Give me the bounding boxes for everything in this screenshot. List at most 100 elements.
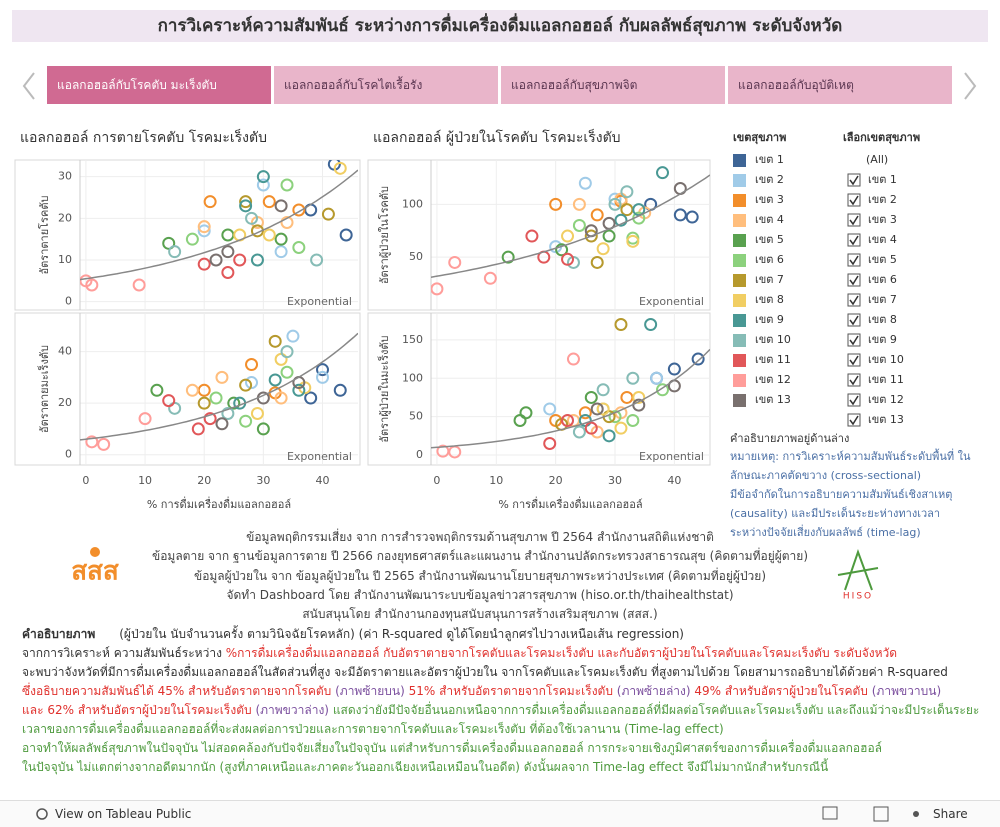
checkbox[interactable] xyxy=(847,173,861,187)
filter-item[interactable]: เขต 1 xyxy=(868,173,897,186)
filter-item[interactable]: เขต 11 xyxy=(868,373,904,386)
note-title: คำอธิบายภาพ xyxy=(22,627,96,641)
legend-title: เขตสุขภาพ xyxy=(733,131,786,145)
check-mark xyxy=(849,175,859,186)
point xyxy=(590,255,604,269)
legend-label: เขต 10 xyxy=(755,333,791,346)
note-segment: (ภาพซ้ายล่าง) xyxy=(612,684,695,698)
filter-item[interactable]: เขต 7 xyxy=(868,293,897,306)
trend-line[interactable] xyxy=(80,169,358,281)
trend-line[interactable] xyxy=(431,348,710,449)
point xyxy=(304,391,318,405)
point xyxy=(626,234,640,248)
point xyxy=(572,197,586,211)
check-mark xyxy=(849,335,859,346)
legend-swatch xyxy=(733,214,746,227)
point xyxy=(233,253,247,267)
x-axis-title: % การดื่มเครื่องดื่มแอลกอฮอล์ xyxy=(147,496,291,511)
point xyxy=(673,208,687,222)
legend-swatch xyxy=(733,334,746,347)
point xyxy=(448,255,462,269)
point xyxy=(614,213,628,227)
next-arrow[interactable] xyxy=(964,72,977,100)
point xyxy=(584,421,598,435)
point xyxy=(650,371,664,385)
share-button[interactable]: Share xyxy=(933,807,968,821)
point xyxy=(185,232,199,246)
tab[interactable]: แอลกอฮอล์กับสุขภาพจิต xyxy=(501,66,725,104)
checkbox[interactable] xyxy=(847,413,861,427)
checkbox[interactable] xyxy=(847,333,861,347)
filter-item[interactable]: เขต 13 xyxy=(868,413,904,426)
checkbox[interactable] xyxy=(847,293,861,307)
filter-item[interactable]: เขต 3 xyxy=(868,213,897,226)
point xyxy=(197,224,211,238)
x-tick-label: 10 xyxy=(489,474,503,487)
checkbox[interactable] xyxy=(847,313,861,327)
check-mark xyxy=(849,415,859,426)
filter-item[interactable]: เขต 6 xyxy=(868,273,897,286)
legend-swatch xyxy=(733,394,746,407)
filter-item[interactable]: เขต 9 xyxy=(868,333,897,346)
trend-line[interactable] xyxy=(431,174,710,278)
note-segment: (ภาพขวาบน) xyxy=(867,684,942,698)
point xyxy=(280,365,294,379)
checkbox[interactable] xyxy=(847,353,861,367)
point xyxy=(191,422,205,436)
checkbox[interactable] xyxy=(847,193,861,207)
point xyxy=(85,278,99,292)
view-link[interactable]: View on Tableau Public xyxy=(55,807,192,821)
trend-line[interactable] xyxy=(80,332,358,441)
check-mark xyxy=(849,355,859,366)
filter-item[interactable]: เขต 2 xyxy=(868,193,897,206)
prev-arrow[interactable] xyxy=(22,72,35,100)
check-mark xyxy=(849,255,859,266)
legend-swatch xyxy=(733,274,746,287)
y-tick-label: 150 xyxy=(402,333,423,346)
chart-panel xyxy=(367,312,711,466)
checkbox[interactable] xyxy=(847,393,861,407)
trend-label: Exponential xyxy=(287,450,352,463)
filter-item[interactable]: เขต 8 xyxy=(868,313,897,326)
point xyxy=(280,345,294,359)
x-tick-label: 0 xyxy=(82,474,89,487)
checkbox[interactable] xyxy=(847,233,861,247)
tab[interactable]: แอลกอฮอล์กับโรคไตเรื้อรัง xyxy=(274,66,498,104)
tab[interactable]: แอลกอฮอล์กับโรคตับ มะเร็งตับ xyxy=(47,66,271,104)
point xyxy=(584,229,598,243)
filter-item[interactable]: เขต 5 xyxy=(868,253,897,266)
filter-item[interactable]: (All) xyxy=(866,153,888,166)
point xyxy=(292,203,306,217)
point xyxy=(138,412,152,426)
point xyxy=(339,228,353,242)
legend-swatch xyxy=(733,314,746,327)
point xyxy=(262,195,276,209)
checkbox[interactable] xyxy=(847,253,861,267)
check-mark xyxy=(849,315,859,326)
y-tick-label: 20 xyxy=(58,396,72,409)
x-tick-label: 20 xyxy=(549,474,563,487)
checkbox[interactable] xyxy=(847,213,861,227)
legend-swatch xyxy=(733,154,746,167)
note-segment: (ภาพขวาล่าง) xyxy=(251,703,333,717)
checkbox[interactable] xyxy=(847,273,861,287)
point xyxy=(620,185,634,199)
tab[interactable]: แอลกอฮอล์กับอุบัติเหตุ xyxy=(728,66,952,104)
chart-panel xyxy=(367,159,711,311)
point xyxy=(590,402,604,416)
point xyxy=(268,334,282,348)
filter-item[interactable]: เขต 4 xyxy=(868,233,897,246)
side-note-line: ลักษณะภาคตัดขวาง (cross-sectional) xyxy=(730,469,921,482)
filter-item[interactable]: เขต 10 xyxy=(868,353,904,366)
filter-item[interactable]: เขต 12 xyxy=(868,393,904,406)
point xyxy=(644,318,658,332)
checkbox[interactable] xyxy=(847,373,861,387)
chart-panel xyxy=(14,159,361,311)
point xyxy=(596,242,610,256)
y-axis-title: อัตราตายมะเร็งตับ xyxy=(37,345,51,433)
point xyxy=(245,358,259,372)
point xyxy=(162,394,176,408)
legend-label: เขต 9 xyxy=(755,313,784,326)
trend-label: Exponential xyxy=(639,450,704,463)
y-tick-label: 0 xyxy=(65,448,72,461)
